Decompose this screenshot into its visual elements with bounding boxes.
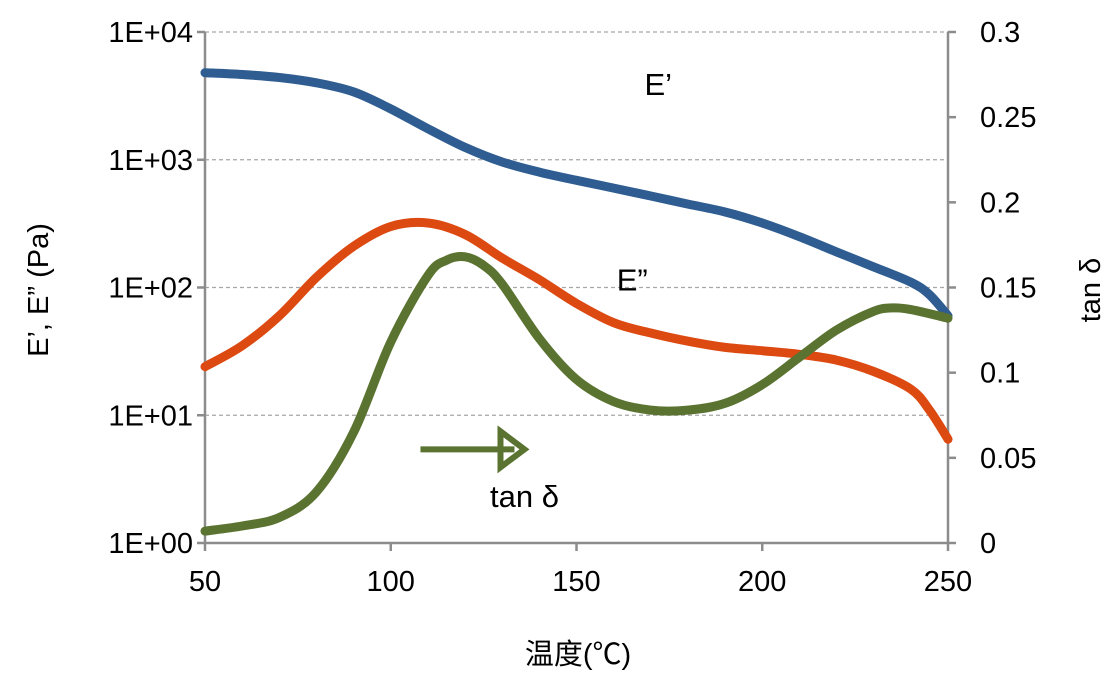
gridlines xyxy=(205,31,948,416)
x-axis-title: 温度(℃) xyxy=(525,638,631,671)
label-e-double-prime: E” xyxy=(617,262,648,297)
y-tick-label: 1E+03 xyxy=(108,145,193,177)
x-tick-label: 250 xyxy=(924,566,972,598)
y2-tick-label: 0.05 xyxy=(980,443,1036,475)
x-tick-label: 100 xyxy=(367,566,415,598)
y2-tick-label: 0.1 xyxy=(980,358,1020,390)
series-layer xyxy=(200,68,953,536)
label-tan-delta: tan δ xyxy=(490,479,559,514)
y2-tick-label: 0.3 xyxy=(980,17,1020,49)
y2-tick-label: 0 xyxy=(980,528,996,560)
y2-axis-title: tan δ xyxy=(1075,258,1107,323)
arrow-head xyxy=(497,425,530,474)
axes xyxy=(197,30,956,551)
y-axis-title: E’, E” (Pa) xyxy=(23,223,55,357)
y2-tick-label: 0.2 xyxy=(980,187,1020,219)
x-tick-label: 50 xyxy=(189,566,221,598)
series-tan-delta-line xyxy=(200,252,953,536)
x-tick-label: 150 xyxy=(552,566,600,598)
y2-tick-label: 0.25 xyxy=(980,102,1036,134)
series-e-prime-line xyxy=(200,68,953,321)
y-tick-label: 1E+01 xyxy=(108,400,193,432)
y2-tick-label: 0.15 xyxy=(980,273,1036,305)
tick-labels: 1E+00 1E+01 1E+02 1E+03 1E+04 0 0.05 0.1 0.15 0.2… xyxy=(108,17,1036,598)
series-e-double-prime-line xyxy=(200,217,953,444)
x-tick-label: 200 xyxy=(738,566,786,598)
y-tick-label: 1E+02 xyxy=(108,273,193,305)
label-e-prime: E’ xyxy=(644,67,672,102)
y-tick-label: 1E+00 xyxy=(108,528,193,560)
y-tick-label: 1E+04 xyxy=(108,17,193,49)
annotations: E’ E” tan δ xyxy=(420,67,672,514)
